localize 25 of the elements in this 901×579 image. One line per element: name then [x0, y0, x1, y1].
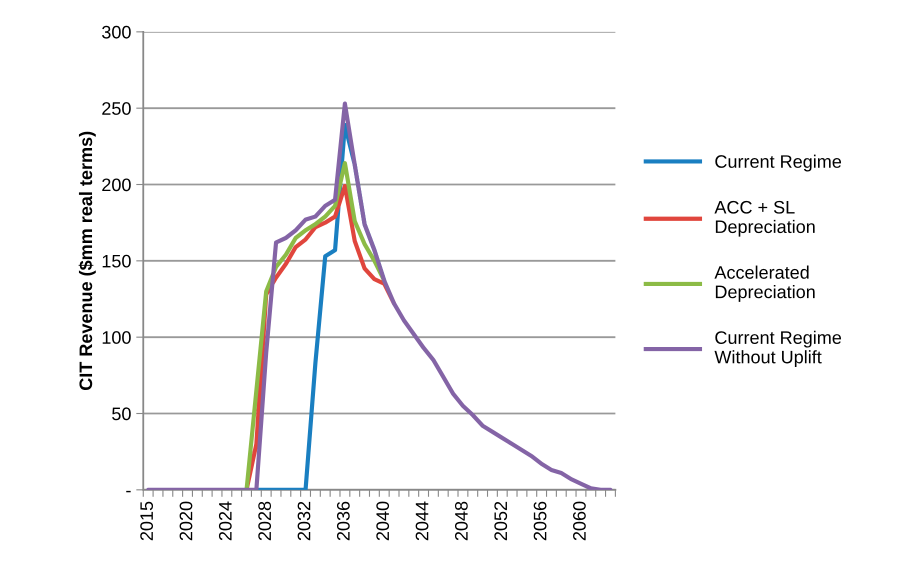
y-tick-label: 150	[102, 254, 131, 268]
x-tick-label: 2028	[258, 502, 272, 540]
legend-label: Accelerated Depreciation	[714, 266, 815, 302]
y-tick-label: 300	[102, 26, 131, 39]
x-tick-label: 2048	[454, 502, 468, 540]
y-tick-label: 250	[102, 102, 131, 115]
y-tick-label: -	[126, 490, 131, 492]
x-tick-label: 2036	[336, 502, 350, 540]
y-axis-title: CIT Revenue ($mm real terms)	[78, 132, 96, 390]
x-tick-label: 2032	[298, 502, 310, 540]
y-tick-label: 100	[102, 331, 131, 344]
x-tick-label: 2015	[140, 502, 154, 540]
y-tick-label: 50	[112, 407, 131, 420]
x-tick-label: 2040	[376, 502, 390, 540]
x-tick-label: 2052	[494, 502, 508, 540]
line-series	[146, 102, 613, 490]
x-tick-label: 2024	[218, 501, 232, 540]
legend-label: ACC + SL Depreciation	[714, 200, 815, 237]
x-tick-label: 2060	[573, 502, 586, 540]
y-tick-label: 200	[102, 178, 131, 192]
x-tick-label: 2056	[534, 502, 546, 540]
x-tick-label: 2020	[180, 502, 192, 540]
legend-label: Current Regime Without Uplift	[714, 330, 842, 368]
legend-label: Current Regime	[715, 154, 842, 172]
x-tick-label: 2044	[416, 501, 428, 540]
